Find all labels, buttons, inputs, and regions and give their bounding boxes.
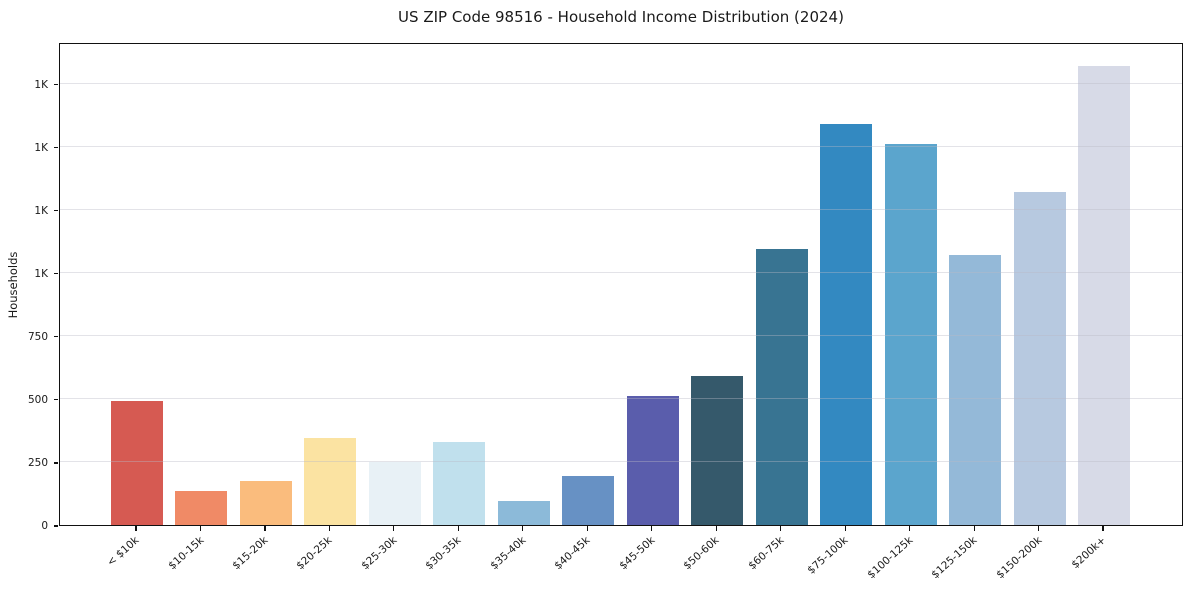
bar-$150-200k bbox=[1013, 192, 1066, 525]
x-tick-label: < $10k bbox=[104, 534, 142, 569]
x-tick-mark bbox=[393, 526, 395, 531]
x-tick-label: $30-35k bbox=[423, 534, 464, 573]
x-tick-mark bbox=[457, 526, 459, 531]
x-tick-mark bbox=[199, 526, 202, 531]
x-tick-mark bbox=[1037, 526, 1040, 531]
x-tick-label: $125-150k bbox=[929, 534, 980, 582]
gridline-1500 bbox=[60, 145, 1182, 147]
y-tick-mark bbox=[53, 525, 58, 527]
bar-$60-75k bbox=[755, 248, 808, 525]
y-tick-label: 1K bbox=[34, 267, 48, 280]
y-tick-mark bbox=[53, 210, 58, 212]
x-tick-label: $35-40k bbox=[487, 534, 529, 573]
x-tick-mark bbox=[780, 526, 782, 531]
y-tick-mark bbox=[53, 462, 58, 464]
bar-$50-60k bbox=[691, 376, 744, 525]
y-tick-mark bbox=[53, 147, 58, 149]
y-tick-mark bbox=[53, 399, 58, 401]
y-tick-label: 500 bbox=[27, 393, 48, 406]
x-tick-mark bbox=[586, 526, 588, 531]
gridline-500 bbox=[60, 397, 1182, 399]
x-tick-mark bbox=[973, 526, 975, 531]
x-tick-label: $20-25k bbox=[294, 534, 335, 573]
x-tick-mark bbox=[264, 526, 266, 531]
x-tick-label: $40-45k bbox=[552, 534, 593, 573]
x-tick-mark bbox=[651, 526, 653, 531]
y-tick-label: 1K bbox=[34, 78, 48, 91]
y-tick-mark bbox=[53, 336, 58, 338]
x-tick-label: $100-125k bbox=[864, 534, 915, 582]
y-tick-label: 750 bbox=[27, 330, 48, 343]
bar-$10-15k bbox=[175, 491, 228, 525]
x-tick-mark bbox=[715, 526, 717, 531]
x-tick-label: $50-60k bbox=[681, 534, 722, 573]
plot-area bbox=[59, 43, 1183, 526]
bar-$200k+ bbox=[1078, 66, 1131, 525]
y-tick-mark bbox=[53, 273, 58, 275]
x-tick-label: $15-20k bbox=[230, 534, 271, 573]
x-tick-label: $60-75k bbox=[745, 534, 787, 573]
chart-title: US ZIP Code 98516 - Household Income Dis… bbox=[398, 8, 844, 26]
gridline-1750 bbox=[60, 82, 1182, 84]
bar-$15-20k bbox=[239, 480, 292, 525]
y-axis-label: Households bbox=[6, 251, 20, 319]
bar-$45-50k bbox=[626, 396, 679, 525]
bar-$75-100k bbox=[820, 124, 873, 525]
x-tick-mark bbox=[328, 526, 331, 531]
x-tick-label: $200k+ bbox=[1069, 534, 1109, 572]
x-tick-mark bbox=[522, 526, 524, 531]
y-tick-label: 250 bbox=[27, 456, 48, 469]
y-tick-mark bbox=[53, 84, 58, 86]
x-tick-mark bbox=[844, 526, 846, 531]
x-tick-label: $75-100k bbox=[805, 534, 851, 577]
x-tick-mark bbox=[1102, 526, 1104, 531]
gridline-1250 bbox=[60, 208, 1182, 210]
bar-$100-125k bbox=[884, 144, 937, 525]
bar-$30-35k bbox=[433, 441, 486, 525]
bar-< $10k bbox=[111, 401, 163, 525]
x-tick-label: $45-50k bbox=[616, 534, 658, 573]
gridline-250 bbox=[60, 460, 1182, 462]
x-tick-label: $10-15k bbox=[165, 534, 206, 573]
bar-$40-45k bbox=[562, 475, 615, 525]
x-tick-mark bbox=[135, 526, 137, 531]
y-tick-label: 1K bbox=[34, 141, 48, 154]
y-tick-label: 1K bbox=[34, 204, 48, 217]
x-tick-label: $25-30k bbox=[359, 534, 400, 573]
x-tick-label: $150-200k bbox=[993, 534, 1044, 582]
gridline-1000 bbox=[60, 271, 1182, 273]
x-tick-mark bbox=[909, 526, 911, 531]
bar-$20-25k bbox=[304, 438, 357, 525]
y-tick-label: 0 bbox=[41, 520, 48, 532]
bar-$25-30k bbox=[368, 461, 421, 525]
bar-$125-150k bbox=[949, 255, 1002, 525]
bar-$35-40k bbox=[497, 501, 550, 525]
gridline-750 bbox=[60, 334, 1182, 336]
